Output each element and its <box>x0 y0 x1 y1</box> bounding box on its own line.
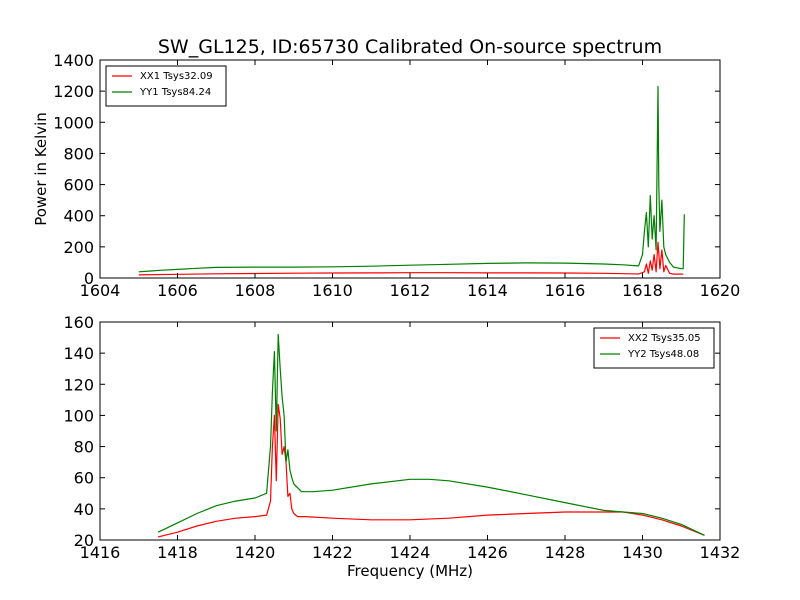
x-axis-label: Frequency (MHz) <box>347 562 473 580</box>
x-tick-label: 1426 <box>467 543 508 562</box>
y-tick-label: 1000 <box>53 113 94 132</box>
x-tick-label: 1610 <box>312 281 353 300</box>
x-tick-label: 1614 <box>467 281 508 300</box>
y-axis-label: Power in Kelvin <box>32 112 50 226</box>
series-line-1-1 <box>138 241 684 276</box>
x-tick-label: 1604 <box>80 281 121 300</box>
series-line-2-2 <box>157 333 705 536</box>
x-tick-label: 1420 <box>235 543 276 562</box>
x-tick-label: 1418 <box>157 543 198 562</box>
legend-label: YY1 Tsys84.24 <box>139 87 211 98</box>
y-tick-label: 140 <box>63 344 94 363</box>
x-tick-label: 1612 <box>390 281 431 300</box>
y-tick-label: 60 <box>74 469 94 488</box>
y-tick-label: 600 <box>63 176 94 195</box>
x-tick-label: 1416 <box>80 543 121 562</box>
y-tick-label: 120 <box>63 375 94 394</box>
y-tick-label: 800 <box>63 144 94 163</box>
legend-label: XX2 Tsys35.05 <box>628 333 701 344</box>
y-tick-label: 20 <box>74 531 94 550</box>
y-tick-label: 1400 <box>53 51 94 70</box>
legend-label: YY2 Tsys48.08 <box>627 349 699 360</box>
x-tick-label: 1422 <box>312 543 353 562</box>
chart-title: SW_GL125, ID:65730 Calibrated On-source … <box>158 36 662 58</box>
x-tick-label: 1606 <box>157 281 198 300</box>
legend-label: XX1 Tsys32.09 <box>140 71 213 82</box>
legend-box <box>105 65 227 107</box>
y-tick-label: 40 <box>74 500 94 519</box>
x-tick-label: 1424 <box>390 543 431 562</box>
y-tick-label: 160 <box>63 313 94 332</box>
y-tick-label: 200 <box>63 238 94 257</box>
series-line-1-2 <box>138 85 685 273</box>
x-tick-label: 1430 <box>622 543 663 562</box>
x-tick-label: 1620 <box>700 281 741 300</box>
y-tick-label: 400 <box>63 207 94 226</box>
series-line-2-1 <box>157 403 705 538</box>
y-tick-label: 0 <box>84 269 94 288</box>
x-tick-label: 1618 <box>622 281 663 300</box>
x-tick-label: 1428 <box>545 543 586 562</box>
y-tick-label: 1200 <box>53 82 94 101</box>
x-tick-label: 1432 <box>700 543 741 562</box>
y-tick-label: 80 <box>74 438 94 457</box>
y-tick-label: 100 <box>63 406 94 425</box>
legend-box <box>593 327 715 369</box>
x-tick-label: 1616 <box>545 281 586 300</box>
x-tick-label: 1608 <box>235 281 276 300</box>
